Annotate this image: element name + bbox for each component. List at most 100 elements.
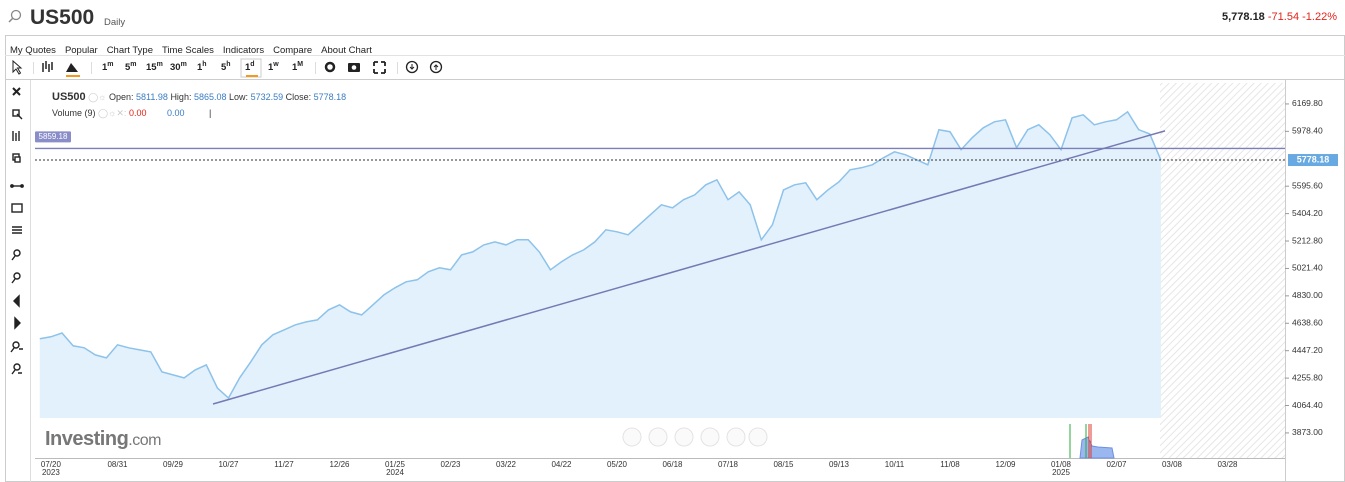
interval-unit: M: [297, 61, 304, 68]
x-tick-label: 02/23: [440, 460, 461, 469]
menu-item[interactable]: Popular: [64, 45, 98, 56]
toolbar-icons[interactable]: [12, 58, 443, 78]
menu-item[interactable]: Time Scales: [161, 45, 214, 56]
legend-label: Close:: [285, 92, 312, 102]
future-region: [1160, 83, 1285, 458]
x-tick-label: 12/26: [329, 460, 350, 469]
interval-unit: h: [226, 61, 231, 68]
interval-number: 1: [197, 62, 203, 74]
menu-item[interactable]: Chart Type: [106, 45, 153, 56]
y-tick-label: 6169.80: [1292, 98, 1323, 108]
y-tick-label: 4638.60: [1292, 318, 1323, 328]
x-tick-label: 05/20: [606, 460, 628, 469]
menu-item[interactable]: Indicators: [222, 45, 265, 56]
interval-unit: m: [107, 61, 114, 68]
interval-unit: m: [130, 61, 137, 68]
interval-button[interactable]: 1h: [197, 61, 207, 73]
interval-button[interactable]: 1m: [102, 61, 114, 73]
x-tick-label: 09/29: [162, 460, 184, 469]
interval-button[interactable]: 15m: [146, 61, 163, 73]
level-label: 5859.18: [39, 132, 68, 141]
x-tick-label: 10/27: [218, 460, 239, 469]
symbol-title: US500: [30, 6, 95, 29]
interval-number: 5: [221, 62, 227, 74]
menu-item[interactable]: About Chart: [321, 45, 372, 56]
x-tick-label: 07/20 2023: [40, 460, 61, 477]
y-tick-label: 5212.80: [1292, 235, 1323, 245]
menu-bar: My Quotes Popular Chart Type Time Scales Ind…: [10, 40, 381, 58]
menu-item[interactable]: Compare: [273, 45, 313, 56]
interval-number: 1: [292, 62, 298, 74]
legend-symbol: US500: [52, 91, 86, 103]
y-tick-label: 5595.60: [1292, 180, 1323, 190]
interval-button[interactable]: 1d: [245, 61, 255, 73]
y-tick-label: 5021.40: [1292, 263, 1323, 273]
y-tick-label: 4447.20: [1292, 345, 1323, 355]
legend-label: Low:: [229, 92, 249, 102]
menu-item[interactable]: My Quotes: [10, 45, 56, 56]
legend-label: Volume (9): [52, 108, 96, 118]
legend-label: High:: [170, 92, 192, 102]
interval-number: 30: [170, 62, 181, 74]
x-tick-label: 02/07: [1106, 460, 1127, 469]
interval-label: Daily: [104, 17, 126, 28]
x-tick-label: 06/18: [662, 460, 683, 469]
logo: Investing.com: [45, 428, 161, 451]
logo-name: Investing: [45, 428, 129, 450]
y-tick-label: 4255.80: [1292, 372, 1323, 382]
x-tick-label: 01/25 2024: [384, 460, 406, 477]
drawing-tools[interactable]: [10, 87, 24, 375]
price-line: [39, 110, 1162, 400]
y-tick-label: 3873.00: [1292, 427, 1323, 437]
price-legend: US500 ◯☼ Open: 5811.98 High: 5865.08 Low…: [52, 91, 347, 103]
x-tick-label: 10/11: [884, 460, 905, 469]
interval-unit: d: [250, 61, 255, 68]
y-tick-label: 5978.40: [1292, 126, 1323, 136]
interval-number: 5: [125, 62, 131, 74]
x-tick-label: 03/28: [1217, 460, 1238, 469]
interval-number: 15: [146, 62, 157, 74]
navigator[interactable]: [622, 424, 1115, 459]
volume-legend: Volume (9) ◯☼✕: 0.00 0.00 |: [52, 108, 212, 118]
quote-change: -71.54: [1267, 11, 1300, 23]
x-tick-label: 11/08: [940, 460, 960, 469]
last-price-label: 5778.18: [1297, 154, 1330, 164]
interval-button[interactable]: 1M: [292, 61, 303, 73]
interval-button[interactable]: 5m: [125, 61, 137, 73]
interval-button[interactable]: 1w: [268, 61, 279, 73]
y-tick-label: 4064.40: [1292, 400, 1323, 410]
legend-value: 0.00: [166, 108, 185, 118]
legend-cursor: |: [209, 108, 212, 118]
interval-button[interactable]: 30m: [170, 61, 187, 73]
price-area: [39, 111, 1161, 419]
interval-unit: h: [202, 61, 207, 68]
x-tick-label: 01/08 2025: [1050, 460, 1072, 477]
legend-value: 0.00: [128, 108, 147, 118]
x-tick-label: 03/22: [495, 460, 517, 469]
y-tick-label: 4830.00: [1292, 290, 1323, 300]
last-price-box: [1288, 154, 1338, 167]
trendline: [212, 130, 1166, 405]
x-tick-label: 11/27: [274, 460, 294, 469]
interval-unit: w: [273, 61, 279, 68]
legend-value: 5778.18: [313, 92, 347, 102]
quote-change-pct: -1.22%: [1302, 11, 1337, 23]
legend-value: 5811.98: [136, 92, 168, 102]
x-tick-label: 03/08: [1161, 460, 1183, 469]
y-tick-label: 5404.20: [1292, 208, 1323, 218]
x-tick-label: 08/31: [107, 460, 128, 469]
search-icon[interactable]: [10, 9, 22, 21]
quote-price: 5,778.18: [1221, 11, 1265, 23]
interval-unit: m: [180, 61, 187, 68]
logo-suffix: .com: [128, 432, 161, 449]
interval-unit: m: [156, 61, 163, 68]
interval-number: 1: [268, 62, 274, 74]
legend-label: Open:: [109, 92, 134, 102]
x-tick-label: 09/13: [828, 460, 850, 469]
interval-button[interactable]: 5h: [221, 61, 231, 73]
x-tick-label: 12/09: [995, 460, 1016, 469]
legend-value: 5732.59: [250, 92, 284, 102]
x-tick-label: 08/15: [773, 460, 794, 469]
